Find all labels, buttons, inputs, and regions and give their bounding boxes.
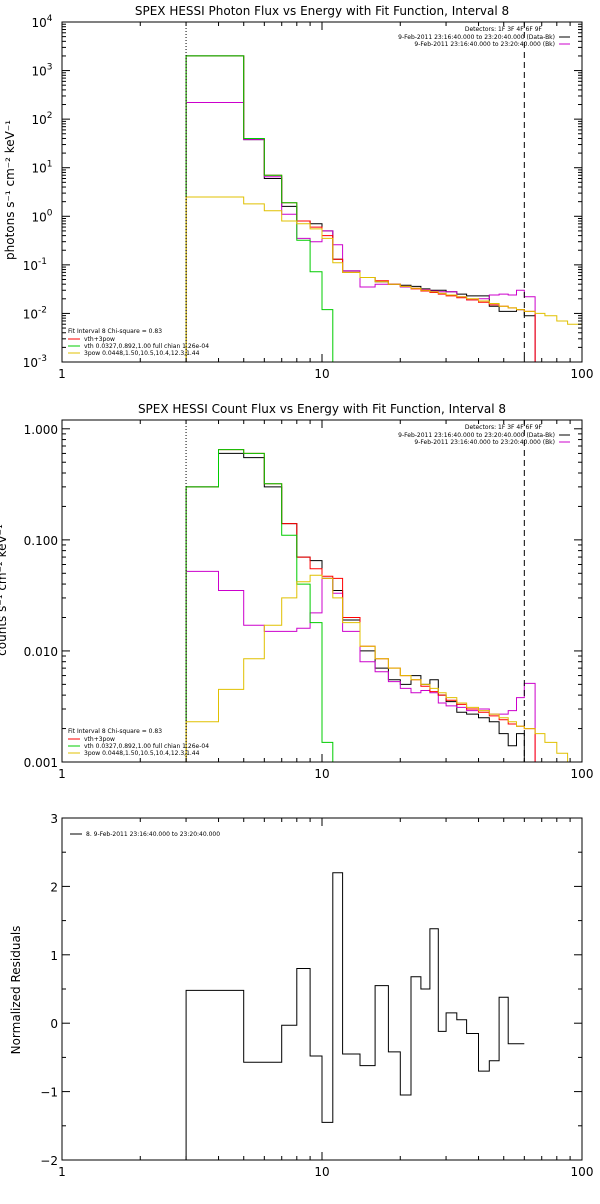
y-tick-label: 0.010 <box>24 645 58 659</box>
residuals-legend: 8. 9-Feb-2011 23:16:40.000 to 23:20:40.0… <box>70 831 220 838</box>
series-data-bk-line <box>185 55 536 362</box>
y-tick-label: 10-1 <box>23 257 47 273</box>
legend-detectors-label: Detectors: 1F 3F 4F 6F 9F <box>465 424 543 431</box>
x-tick-label: 1 <box>58 367 66 381</box>
y-tick-label: 100 <box>31 208 52 224</box>
series-vth-line <box>185 449 334 762</box>
y-tick-label: 2 <box>50 880 58 894</box>
y-tick-label: 10-2 <box>23 305 47 321</box>
legend-data-bk-label: 9-Feb-2011 23:16:40.000 to 23:20:40.000 … <box>398 34 555 41</box>
x-tick-label: 100 <box>571 1165 594 1179</box>
series-group <box>185 872 525 1160</box>
y-tick-label: 102 <box>31 111 52 127</box>
photon-flux-title: SPEX HESSI Photon Flux vs Energy with Fi… <box>135 4 509 18</box>
count-flux-legend-top-right: Detectors: 1F 3F 4F 6F 9F 9-Feb-2011 23:… <box>398 424 570 446</box>
photon-flux-legend-bottom-left: Fit Interval 8 Chi-square = 0.83 vth+3po… <box>68 328 209 357</box>
legend-vth-label: vth 0.0327,0.892,1.00 full chian 1.26e-0… <box>84 343 209 350</box>
legend-3pow-label: 3pow 0.0448,1.50,10.5,10.4,12.3,1.44 <box>84 350 200 357</box>
legend-vth-label: vth 0.0327,0.892,1.00 full chian 1.26e-0… <box>84 743 209 750</box>
y-tick-label: −2 <box>40 1154 58 1168</box>
y-tick-label: −1 <box>40 1086 58 1100</box>
y-tick-label: 10-3 <box>23 354 47 370</box>
legend-vth-3pow-label: vth+3pow <box>84 336 115 343</box>
x-tick-label: 100 <box>571 767 594 781</box>
x-tick-label: 10 <box>314 767 329 781</box>
y-axis-ticks <box>62 23 582 363</box>
count-flux-ylabel: counts s⁻¹ cm⁻² keV⁻¹ <box>0 524 9 656</box>
count-flux-legend-bottom-left: Fit Interval 8 Chi-square = 0.83 vth+3po… <box>68 728 209 757</box>
y-tick-label: 1.000 <box>24 423 58 437</box>
series-data-bk-line <box>185 452 536 763</box>
photon-flux-panel: SPEX HESSI Photon Flux vs Energy with Fi… <box>3 4 593 381</box>
y-tick-label: 101 <box>31 160 52 176</box>
x-tick-label: 100 <box>571 367 594 381</box>
x-axis-ticks <box>61 420 583 762</box>
x-tick-label: 10 <box>314 367 329 381</box>
y-tick-label: 1 <box>50 949 58 963</box>
series-3pow-line <box>185 574 582 763</box>
series-3pow-line <box>185 196 583 362</box>
legend-bk-label: 9-Feb-2011 23:16:40.000 to 23:20:40.000 … <box>414 439 555 446</box>
series-vth-3pow-line <box>185 55 536 362</box>
series-group <box>185 55 583 362</box>
photon-flux-legend-top-right: Detectors: 1F 3F 4F 6F 9F 9-Feb-2011 23:… <box>398 26 570 48</box>
legend-fit-interval-label: Fit Interval 8 Chi-square = 0.83 <box>68 328 162 335</box>
series-bk-line <box>185 570 536 762</box>
count-flux-title: SPEX HESSI Count Flux vs Energy with Fit… <box>138 402 506 416</box>
x-tick-label: 1 <box>58 1165 66 1179</box>
x-axis-ticks <box>61 818 583 1160</box>
series-8-9-feb-2011-23-16-40-000-to-23-20-40-000-line <box>185 872 525 1160</box>
y-tick-label: 104 <box>31 14 52 30</box>
legend-detectors-label: Detectors: 1F 3F 4F 6F 9F <box>465 26 543 33</box>
residuals-legend-label: 8. 9-Feb-2011 23:16:40.000 to 23:20:40.0… <box>86 831 220 838</box>
count-flux-panel: SPEX HESSI Count Flux vs Energy with Fit… <box>0 402 593 781</box>
y-tick-label: 0.001 <box>24 756 58 770</box>
y-tick-label: 3 <box>50 812 58 826</box>
legend-3pow-label: 3pow 0.0448,1.50,10.5,10.4,12.3,1.44 <box>84 750 200 757</box>
y-axis-ticks <box>62 428 582 763</box>
x-tick-label: 1 <box>58 767 66 781</box>
legend-vth-3pow-label: vth+3pow <box>84 736 115 743</box>
y-tick-label: 0.100 <box>24 534 58 548</box>
y-axis-ticks <box>62 817 582 1161</box>
series-group <box>185 449 582 763</box>
legend-data-bk-label: 9-Feb-2011 23:16:40.000 to 23:20:40.000 … <box>398 432 555 439</box>
residuals-ylabel: Normalized Residuals <box>9 926 23 1055</box>
x-tick-label: 10 <box>314 1165 329 1179</box>
y-tick-label: 103 <box>31 63 52 79</box>
legend-fit-interval-label: Fit Interval 8 Chi-square = 0.83 <box>68 728 162 735</box>
x-axis-ticks <box>61 22 583 362</box>
series-vth-3pow-line <box>185 449 536 762</box>
series-bk-line <box>185 102 536 362</box>
series-vth-line <box>185 55 334 362</box>
photon-flux-ylabel: photons s⁻¹ cm⁻² keV⁻¹ <box>3 120 17 260</box>
legend-bk-label: 9-Feb-2011 23:16:40.000 to 23:20:40.000 … <box>414 41 555 48</box>
y-tick-label: 0 <box>50 1017 58 1031</box>
residuals-panel: Normalized Residuals 8. 9-Feb-2011 23:16… <box>9 812 593 1179</box>
